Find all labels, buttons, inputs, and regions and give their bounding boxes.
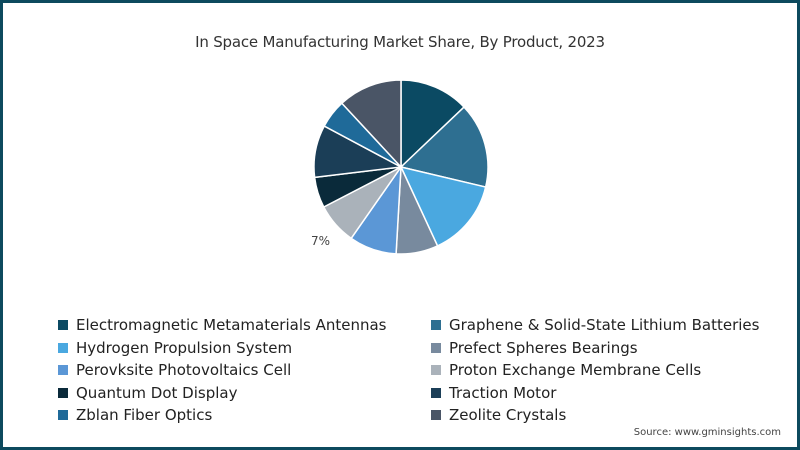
- legend-swatch-icon: [431, 410, 441, 421]
- slice-label-proton: 7%: [311, 234, 330, 248]
- legend-swatch-icon: [58, 365, 68, 376]
- pie-slice-electromagnetic-metamaterials-antennas: [400, 79, 466, 169]
- source-note: Source: www.gminsights.com: [633, 427, 781, 438]
- legend-swatch-icon: [431, 387, 441, 398]
- legend-item: Traction Motor: [431, 382, 778, 405]
- legend-label: Hydrogen Propulsion System: [76, 338, 293, 357]
- legend-swatch-icon: [431, 320, 441, 331]
- legend-item: Graphene & Solid-State Lithium Batteries: [431, 314, 778, 337]
- legend-item: Proton Exchange Membrane Cells: [431, 359, 778, 382]
- legend-swatch-icon: [58, 387, 68, 398]
- legend-label: Prefect Spheres Bearings: [449, 338, 638, 357]
- pie-slice-graphene-solid-state-lithium-batteries: [399, 105, 489, 188]
- legend-item: Quantum Dot Display: [58, 382, 431, 405]
- legend-swatch-icon: [431, 365, 441, 376]
- legend-item: Perovksite Photovoltaics Cell: [58, 359, 431, 382]
- pie-slices: [313, 79, 489, 255]
- legend-label: Zblan Fiber Optics: [76, 406, 213, 425]
- legend-label: Graphene & Solid-State Lithium Batteries: [449, 316, 760, 335]
- legend-swatch-icon: [431, 342, 441, 353]
- pie-slice-zeolite-crystals: [340, 79, 402, 169]
- legend-label: Quantum Dot Display: [76, 383, 238, 402]
- legend-item: Zeolite Crystals: [431, 404, 778, 427]
- pie-chart: 7%: [311, 79, 489, 255]
- legend-item: Zblan Fiber Optics: [58, 404, 431, 427]
- legend-swatch-icon: [58, 410, 68, 421]
- chart-title: In Space Manufacturing Market Share, By …: [195, 33, 605, 51]
- chart-legend: Electromagnetic Metamaterials Antennas Gr…: [58, 314, 778, 427]
- legend-swatch-icon: [58, 342, 68, 353]
- legend-label: Proton Exchange Membrane Cells: [449, 361, 702, 380]
- legend-label: Electromagnetic Metamaterials Antennas: [76, 316, 387, 335]
- pie-slice-hydrogen-propulsion-system: [399, 165, 487, 247]
- legend-item: Electromagnetic Metamaterials Antennas: [58, 314, 431, 337]
- legend-item: Hydrogen Propulsion System: [58, 337, 431, 360]
- legend-label: Zeolite Crystals: [449, 406, 567, 425]
- legend-item: Prefect Spheres Bearings: [431, 337, 778, 360]
- legend-swatch-icon: [58, 320, 68, 331]
- legend-label: Traction Motor: [449, 383, 557, 402]
- legend-label: Perovksite Photovoltaics Cell: [76, 361, 292, 380]
